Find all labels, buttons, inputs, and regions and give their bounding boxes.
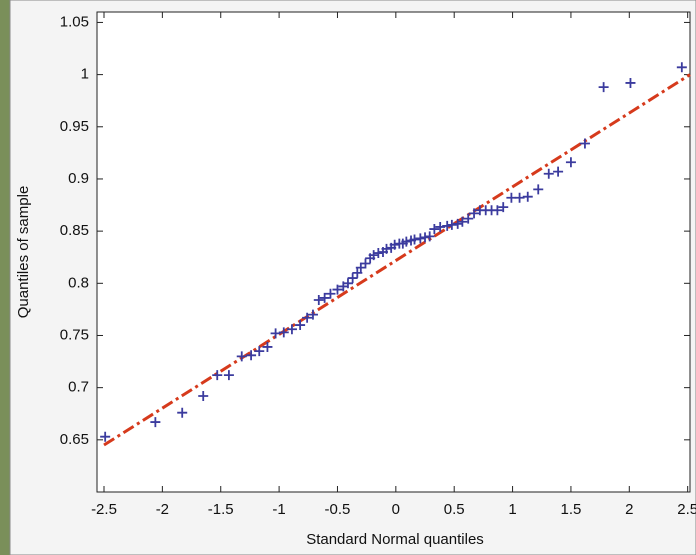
data-point <box>246 350 257 361</box>
data-point <box>424 231 435 242</box>
x-tick-label: -1 <box>272 501 285 518</box>
data-point <box>295 320 306 331</box>
plot-area <box>96 11 691 493</box>
data-point <box>457 216 468 227</box>
data-point <box>150 417 161 428</box>
data-point <box>492 205 503 216</box>
data-point <box>514 192 525 203</box>
x-tick-label: 2 <box>625 501 633 518</box>
data-point <box>360 258 371 269</box>
data-point <box>543 168 554 179</box>
data-point <box>625 77 636 88</box>
x-tick-label: 1 <box>508 501 516 518</box>
data-point <box>223 370 234 381</box>
data-point <box>420 232 431 243</box>
data-point <box>469 208 480 219</box>
x-tick-label: -2 <box>156 501 169 518</box>
data-point <box>446 219 457 230</box>
data-point <box>198 391 209 401</box>
reference-line <box>103 73 691 447</box>
data-point <box>347 273 358 284</box>
x-tick-label: 2.5 <box>677 501 696 518</box>
y-tick-label: 0.8 <box>68 274 89 291</box>
data-point <box>177 407 188 418</box>
data-point <box>498 202 509 213</box>
data-point <box>442 220 453 231</box>
data-point <box>598 82 609 93</box>
data-point <box>236 351 247 362</box>
data-point <box>319 292 330 303</box>
data-point <box>302 312 313 323</box>
data-point <box>342 278 353 289</box>
data-point <box>212 370 223 381</box>
data-point <box>332 284 343 295</box>
y-axis-label: Quantiles of sample <box>15 186 32 319</box>
data-point <box>401 236 412 247</box>
y-tick-label: 0.95 <box>60 118 89 135</box>
x-tick-label: 0.5 <box>444 501 465 518</box>
data-point <box>415 233 426 244</box>
y-tick-label: 0.65 <box>60 431 89 448</box>
x-tick-label: -2.5 <box>91 501 117 518</box>
data-point <box>676 62 687 73</box>
data-point <box>579 138 590 149</box>
y-tick-label: 1.05 <box>60 13 89 30</box>
data-point <box>533 184 544 195</box>
data-point <box>325 288 336 299</box>
x-tick-label: 1.5 <box>561 501 582 518</box>
data-point <box>452 218 463 229</box>
x-tick-label: -0.5 <box>325 501 351 518</box>
data-point <box>100 431 111 442</box>
data-point <box>429 224 440 235</box>
x-axis-label: Standard Normal quantiles <box>306 531 484 548</box>
y-tick-label: 1 <box>81 66 89 83</box>
x-tick-label: 0 <box>392 501 400 518</box>
data-point <box>368 250 379 261</box>
y-tick-label: 0.7 <box>68 379 89 396</box>
data-point <box>553 166 564 177</box>
y-tick-label: 0.9 <box>68 170 89 187</box>
data-point <box>270 328 281 339</box>
y-tick-label: 0.75 <box>60 326 89 343</box>
data-point <box>373 248 384 259</box>
data-point <box>254 346 265 357</box>
data-point <box>463 213 474 224</box>
data-point <box>565 157 576 168</box>
data-point <box>262 341 273 352</box>
data-point <box>522 191 533 202</box>
data-point <box>307 309 318 320</box>
y-tick-label: 0.85 <box>60 222 89 239</box>
data-point <box>435 221 446 232</box>
data-point <box>352 267 363 278</box>
data-point <box>381 243 392 254</box>
x-tick-label: -1.5 <box>208 501 234 518</box>
data-point <box>278 327 289 338</box>
data-point <box>286 324 297 335</box>
data-point <box>313 295 324 305</box>
data-point <box>389 239 400 250</box>
data-point <box>409 234 420 245</box>
